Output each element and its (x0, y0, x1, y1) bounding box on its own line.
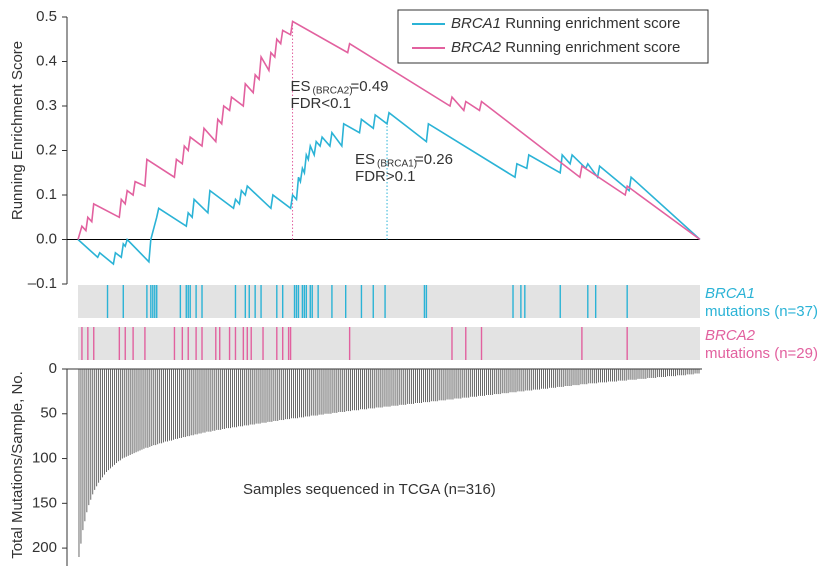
legend-box (397, 9, 709, 64)
strip-label: mutations (n=37) (705, 303, 818, 320)
es-subscript: (BRCA2) (313, 86, 353, 97)
y-tick-label: 0.2 (36, 141, 57, 158)
strip-label: mutations (n=29) (705, 345, 818, 362)
es-subscript: (BRCA1) (377, 159, 417, 170)
y-axis-label: Running Enrichment Score (9, 41, 26, 220)
y-tick-label: 100 (32, 450, 57, 467)
y-tick-label: 0.0 (36, 230, 57, 247)
strip-background (78, 285, 700, 318)
y-tick-label: 0.1 (36, 186, 57, 203)
fdr-label: FDR>0.1 (355, 168, 415, 185)
strip-gene: BRCA1 (705, 285, 755, 302)
y-tick-label: –0.1 (28, 275, 57, 292)
legend-label: BRCA1 Running enrichment score (451, 15, 680, 32)
panel-note: Samples sequenced in TCGA (n=316) (243, 481, 496, 498)
fdr-label: FDR<0.1 (291, 95, 351, 112)
enrichment-line (77, 20, 701, 241)
es-label: ES (291, 78, 311, 95)
es-value: =0.26 (415, 151, 453, 168)
y-tick-label: 0 (49, 360, 57, 377)
y-tick-label: 50 (40, 405, 57, 422)
y-tick-label: 200 (32, 539, 57, 556)
y-axis-label: Total Mutations/Sample, No. (9, 371, 26, 559)
legend-label: BRCA2 Running enrichment score (451, 39, 680, 56)
es-value: =0.49 (351, 78, 389, 95)
y-tick-label: 150 (32, 494, 57, 511)
y-tick-label: 0.3 (36, 97, 57, 114)
strip-gene: BRCA2 (705, 327, 756, 344)
strip-background (78, 327, 700, 360)
enrichment-line (77, 111, 701, 266)
y-tick-label: 0.5 (36, 8, 57, 25)
y-tick-label: 0.4 (36, 52, 57, 69)
es-label: ES (355, 151, 375, 168)
